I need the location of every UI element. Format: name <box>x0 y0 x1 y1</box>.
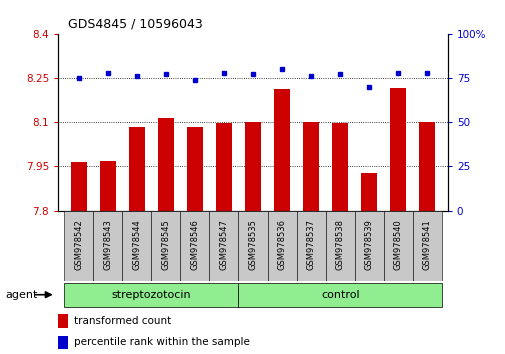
Bar <box>99 161 115 211</box>
Bar <box>244 122 261 211</box>
Bar <box>390 88 406 211</box>
Bar <box>158 118 173 211</box>
Bar <box>64 283 238 307</box>
Bar <box>383 211 412 281</box>
Text: GSM978544: GSM978544 <box>132 219 141 270</box>
Text: GSM978540: GSM978540 <box>393 219 402 270</box>
Text: GSM978546: GSM978546 <box>190 219 199 270</box>
Bar <box>180 211 209 281</box>
Text: GSM978543: GSM978543 <box>103 219 112 270</box>
Bar <box>267 211 296 281</box>
Bar <box>419 122 435 211</box>
Bar <box>186 127 203 211</box>
Bar <box>58 314 68 328</box>
Text: agent: agent <box>5 290 37 300</box>
Bar <box>354 211 383 281</box>
Bar <box>274 89 289 211</box>
Text: streptozotocin: streptozotocin <box>111 290 191 300</box>
Text: GSM978537: GSM978537 <box>306 219 315 270</box>
Bar <box>412 211 441 281</box>
Bar <box>209 211 238 281</box>
Text: transformed count: transformed count <box>74 316 171 326</box>
Text: GSM978535: GSM978535 <box>248 219 257 270</box>
Bar <box>70 162 86 211</box>
Bar <box>93 211 122 281</box>
Text: GDS4845 / 10596043: GDS4845 / 10596043 <box>68 17 203 30</box>
Text: percentile rank within the sample: percentile rank within the sample <box>74 337 249 348</box>
Text: GSM978542: GSM978542 <box>74 219 83 270</box>
Bar <box>332 123 347 211</box>
Bar <box>302 122 319 211</box>
Bar <box>58 336 68 349</box>
Bar <box>128 127 144 211</box>
Text: GSM978539: GSM978539 <box>364 219 373 270</box>
Bar <box>151 211 180 281</box>
Bar <box>296 211 325 281</box>
Text: GSM978536: GSM978536 <box>277 219 286 270</box>
Text: GSM978545: GSM978545 <box>161 219 170 270</box>
Bar <box>325 211 354 281</box>
Bar <box>216 123 231 211</box>
Bar <box>238 211 267 281</box>
Bar <box>238 283 441 307</box>
Text: GSM978538: GSM978538 <box>335 219 344 270</box>
Bar <box>64 211 93 281</box>
Bar <box>361 173 377 211</box>
Text: GSM978541: GSM978541 <box>422 219 431 270</box>
Text: control: control <box>320 290 359 300</box>
Bar <box>122 211 151 281</box>
Text: GSM978547: GSM978547 <box>219 219 228 270</box>
